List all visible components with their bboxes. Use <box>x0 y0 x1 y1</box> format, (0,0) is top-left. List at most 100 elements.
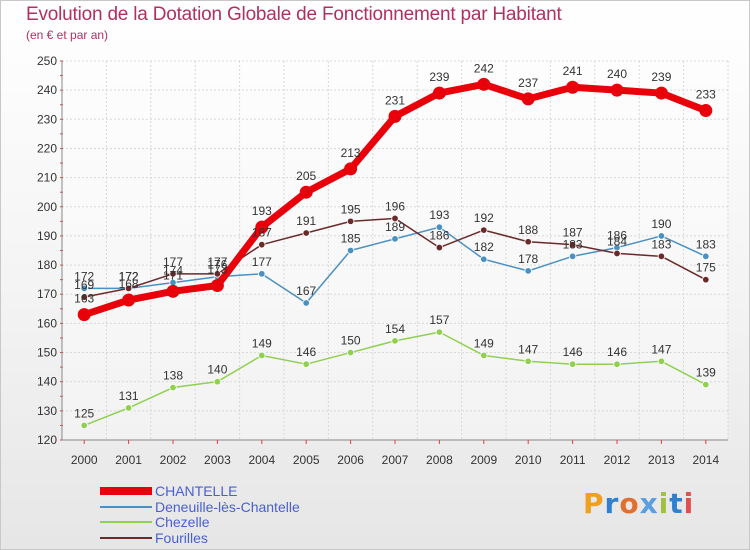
data-point <box>213 270 222 278</box>
data-label: 189 <box>385 220 405 234</box>
data-point <box>210 278 224 292</box>
y-tick-label: 200 <box>37 200 57 214</box>
y-tick-label: 250 <box>37 54 57 68</box>
data-label: 171 <box>163 268 183 282</box>
logo-letter: r <box>604 487 620 520</box>
data-label: 167 <box>296 284 316 298</box>
data-label: 175 <box>696 261 716 275</box>
x-tick-label: 2009 <box>470 453 497 467</box>
data-point <box>388 109 402 123</box>
data-point <box>613 249 621 258</box>
y-tick-label: 140 <box>37 375 57 389</box>
data-point <box>258 351 266 360</box>
data-label: 172 <box>119 269 139 283</box>
data-point <box>524 238 532 246</box>
data-label: 149 <box>474 336 494 350</box>
data-point <box>258 240 266 249</box>
data-point <box>657 232 666 240</box>
data-point <box>654 86 668 100</box>
data-point <box>391 235 399 243</box>
proxiti-logo: Proxiti <box>583 487 694 520</box>
data-point <box>480 226 488 234</box>
data-label: 239 <box>651 70 671 84</box>
data-label: 169 <box>74 278 94 292</box>
data-label: 138 <box>163 369 183 383</box>
y-tick-label: 240 <box>37 83 57 97</box>
y-tick-label: 190 <box>37 229 57 243</box>
data-point <box>568 252 577 261</box>
data-label: 146 <box>563 345 583 359</box>
data-point <box>255 220 269 234</box>
data-point <box>80 421 88 430</box>
data-point <box>480 255 488 263</box>
y-tick-label: 220 <box>37 141 57 155</box>
x-tick-label: 2007 <box>382 453 409 467</box>
data-point <box>299 185 313 199</box>
data-label: 147 <box>651 342 671 356</box>
data-label: 177 <box>252 255 272 269</box>
data-label: 242 <box>474 61 494 75</box>
data-label: 172 <box>74 269 94 283</box>
data-label: 213 <box>341 146 361 160</box>
data-label: 174 <box>163 264 183 278</box>
data-point <box>568 360 577 368</box>
data-label: 139 <box>696 366 716 380</box>
logo-letter: i <box>658 487 670 520</box>
data-point <box>122 293 136 307</box>
data-label: 195 <box>341 202 361 216</box>
legend-swatch-chantelle <box>100 487 152 495</box>
data-label: 196 <box>385 199 405 213</box>
data-label: 185 <box>341 232 361 246</box>
data-point <box>613 360 621 368</box>
data-label: 240 <box>607 67 627 81</box>
data-point <box>477 77 491 91</box>
y-tick-label: 230 <box>37 112 57 126</box>
data-label: 193 <box>252 204 272 218</box>
data-label: 183 <box>563 237 583 251</box>
legend-swatch-fourilles <box>100 536 152 539</box>
x-tick-label: 2012 <box>604 453 631 467</box>
data-point <box>169 383 177 392</box>
data-label: 190 <box>651 217 671 231</box>
data-label: 241 <box>563 64 583 78</box>
data-label: 239 <box>429 70 449 84</box>
data-label: 183 <box>651 237 671 251</box>
x-tick-label: 2005 <box>293 453 320 467</box>
data-label: 131 <box>119 389 139 403</box>
data-label: 147 <box>518 342 538 356</box>
logo-letter: x <box>639 487 659 520</box>
data-label: 187 <box>252 226 272 240</box>
data-point <box>391 214 399 223</box>
x-tick-label: 2013 <box>648 453 675 467</box>
data-label: 205 <box>296 169 316 183</box>
x-tick-label: 2004 <box>248 453 275 467</box>
data-label: 140 <box>207 363 227 377</box>
data-point <box>302 299 310 307</box>
logo-letter: t <box>669 487 684 520</box>
x-tick-label: 2001 <box>115 453 142 467</box>
legend-label-chantelle: CHANTELLE <box>155 483 238 499</box>
legend-swatch-chezelle <box>100 521 152 523</box>
legend-swatch-deneuille <box>100 505 152 508</box>
data-point <box>346 217 355 226</box>
data-label: 233 <box>696 88 716 102</box>
data-point <box>568 240 577 249</box>
data-label: 193 <box>429 208 449 222</box>
data-point <box>432 86 446 100</box>
y-tick-label: 180 <box>37 258 57 272</box>
data-point <box>435 328 444 336</box>
data-point <box>610 83 624 97</box>
data-point <box>77 308 91 322</box>
data-label: 184 <box>607 234 627 248</box>
data-label: 191 <box>296 214 316 228</box>
data-label: 183 <box>696 237 716 251</box>
data-point <box>124 404 133 412</box>
x-tick-label: 2000 <box>71 453 98 467</box>
data-label: 187 <box>563 226 583 240</box>
data-point <box>702 380 710 389</box>
data-point <box>213 377 222 386</box>
data-label: 176 <box>207 258 227 272</box>
data-label: 177 <box>163 255 183 269</box>
x-tick-label: 2014 <box>692 453 719 467</box>
